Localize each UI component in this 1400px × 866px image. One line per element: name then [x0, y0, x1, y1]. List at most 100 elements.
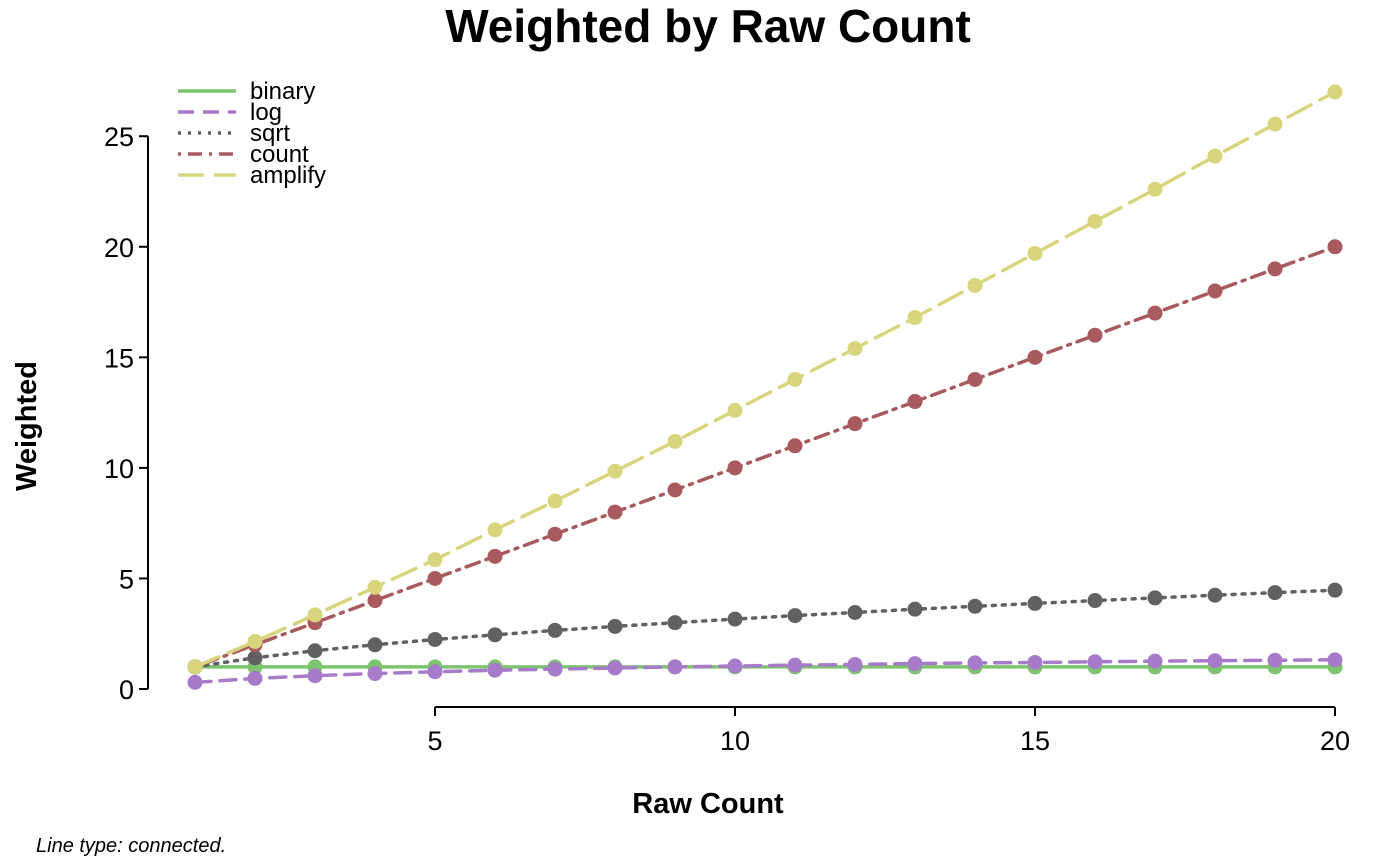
data-point-sqrt [727, 611, 743, 627]
data-point-count [727, 460, 743, 476]
data-point-log [187, 674, 203, 690]
data-point-count [607, 504, 623, 520]
chart-caption: Line type: connected. [36, 835, 226, 857]
data-point-sqrt [667, 615, 683, 631]
data-point-amplify [1147, 181, 1163, 197]
data-point-sqrt [1027, 595, 1043, 611]
data-point-count [1267, 261, 1283, 277]
data-point-amplify [1087, 213, 1103, 229]
data-point-amplify [847, 340, 863, 356]
data-point-count [907, 394, 923, 410]
data-point-sqrt [1207, 587, 1223, 603]
data-point-log [247, 670, 263, 686]
data-point-amplify [247, 633, 263, 649]
data-point-count [487, 548, 503, 564]
y-tick-label: 5 [119, 564, 134, 594]
series-line-log [193, 658, 1337, 685]
data-point-sqrt [247, 650, 263, 666]
data-point-log [427, 664, 443, 680]
data-point-log [1147, 653, 1163, 669]
data-point-log [787, 657, 803, 673]
legend-item-log: log [178, 99, 282, 126]
data-point-count [427, 570, 443, 586]
series-line-sqrt [193, 588, 1337, 669]
data-point-sqrt [787, 608, 803, 624]
data-point-amplify [367, 579, 383, 595]
plot-series [187, 84, 1343, 690]
x-axis: 5 10 15 20 [427, 706, 1350, 756]
data-point-sqrt [847, 604, 863, 620]
series-amplify [187, 84, 1343, 675]
y-axis: 0 5 10 15 20 25 [104, 122, 149, 705]
legend-label: amplify [250, 162, 326, 189]
data-point-log [847, 656, 863, 672]
data-point-amplify [967, 277, 983, 293]
x-tick-label: 20 [1320, 726, 1350, 756]
data-point-amplify [787, 371, 803, 387]
data-point-log [1267, 652, 1283, 668]
data-point-sqrt [547, 622, 563, 638]
data-point-log [667, 659, 683, 675]
data-point-sqrt [1267, 585, 1283, 601]
data-point-amplify [907, 310, 923, 326]
legend-label: binary [250, 78, 315, 105]
series-log [187, 652, 1343, 690]
data-point-sqrt [967, 598, 983, 614]
data-point-log [487, 662, 503, 678]
series-count [187, 239, 1343, 675]
data-point-amplify [307, 607, 323, 623]
data-point-amplify [427, 552, 443, 568]
legend-item-sqrt: sqrt [178, 120, 290, 147]
data-point-count [1327, 239, 1343, 255]
legend-label: count [250, 141, 309, 168]
x-tick-label: 15 [1020, 726, 1050, 756]
y-tick-label: 0 [119, 675, 134, 705]
legend-label: log [250, 99, 282, 126]
data-point-amplify [1027, 245, 1043, 261]
data-point-amplify [1267, 116, 1283, 132]
series-line-count [193, 245, 1337, 669]
data-point-count [367, 593, 383, 609]
data-point-log [907, 656, 923, 672]
data-point-count [667, 482, 683, 498]
series-sqrt [187, 582, 1343, 675]
data-point-sqrt [487, 627, 503, 643]
data-point-log [307, 668, 323, 684]
data-point-count [1207, 283, 1223, 299]
data-point-count [787, 438, 803, 454]
y-tick-label: 15 [104, 343, 134, 373]
data-point-log [1087, 654, 1103, 670]
data-point-count [1087, 327, 1103, 343]
y-tick-label: 10 [104, 454, 134, 484]
data-point-log [967, 655, 983, 671]
x-tick-label: 10 [720, 726, 750, 756]
data-point-log [1327, 652, 1343, 668]
data-point-count [1147, 305, 1163, 321]
data-point-amplify [487, 522, 503, 538]
data-point-sqrt [1327, 582, 1343, 598]
data-point-sqrt [607, 618, 623, 634]
data-point-sqrt [367, 637, 383, 653]
data-point-sqrt [1087, 593, 1103, 609]
data-point-amplify [727, 402, 743, 418]
legend-item-count: count [178, 141, 309, 168]
chart-title: Weighted by Raw Count [445, 0, 971, 52]
x-axis-label: Raw Count [632, 788, 784, 820]
data-point-log [547, 661, 563, 677]
data-point-log [727, 658, 743, 674]
legend-item-amplify: amplify [178, 162, 326, 189]
x-tick-label: 5 [427, 726, 442, 756]
data-point-amplify [1207, 148, 1223, 164]
legend-item-binary: binary [178, 78, 315, 105]
data-point-count [847, 416, 863, 432]
data-point-sqrt [1147, 590, 1163, 606]
data-point-count [547, 526, 563, 542]
data-point-count [1027, 349, 1043, 365]
y-tick-label: 25 [104, 122, 134, 152]
data-point-amplify [667, 433, 683, 449]
data-point-amplify [1327, 84, 1343, 100]
data-point-count [967, 371, 983, 387]
data-point-log [367, 666, 383, 682]
